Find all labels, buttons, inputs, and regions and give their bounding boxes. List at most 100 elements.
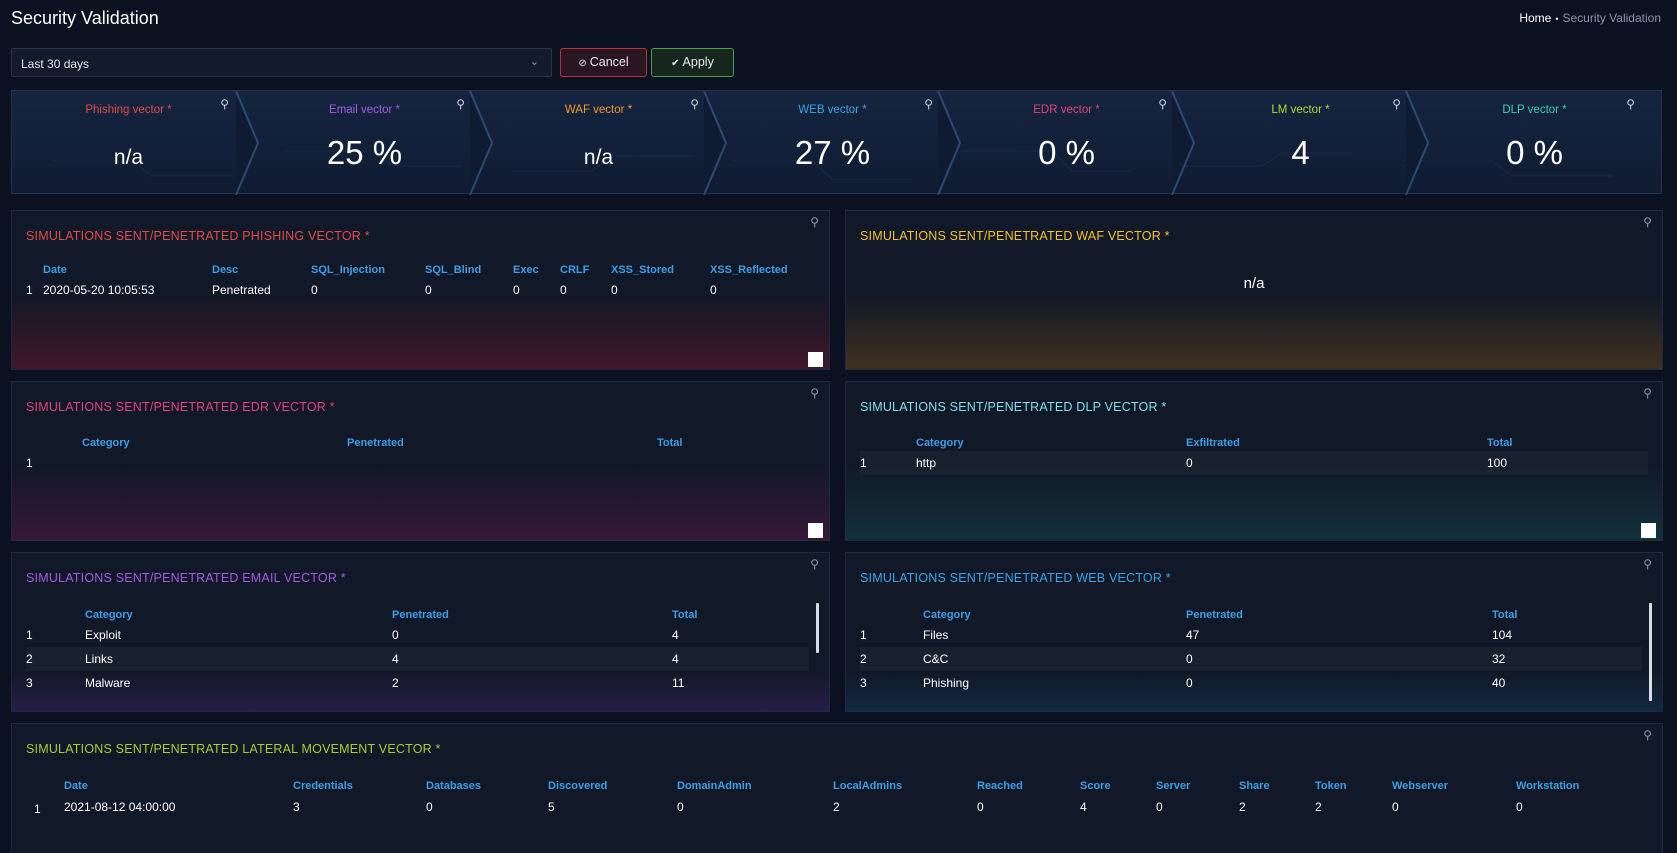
search-icon[interactable]: ⚲ (810, 557, 819, 571)
column-header[interactable]: Date (64, 780, 88, 792)
column-header[interactable]: XSS_Reflected (710, 264, 788, 276)
cell-category: Exploit (85, 628, 122, 642)
search-icon[interactable]: ⚲ (1392, 97, 1401, 111)
column-header[interactable]: Exec (513, 264, 539, 276)
chevron-divider (937, 91, 962, 195)
search-icon[interactable]: ⚲ (1643, 386, 1652, 400)
cell-penetrated: 0 (1186, 676, 1193, 690)
column-header[interactable]: Category (923, 609, 971, 621)
table-row[interactable]: 1 2021-08-12 04:00:00 3 0 5 0 2 0 4 0 2 … (26, 795, 1648, 819)
resize-handle[interactable] (808, 523, 823, 538)
vector-card-lm[interactable]: LM vector * 4 ⚲ (1184, 91, 1417, 195)
column-header[interactable]: Total (672, 609, 698, 621)
panel-lateral-movement: SIMULATIONS SENT/PENETRATED LATERAL MOVE… (11, 723, 1663, 853)
vector-card-waf[interactable]: WAF vector * n/a ⚲ (482, 91, 715, 195)
scrollbar[interactable] (1649, 603, 1652, 701)
panel-edr: SIMULATIONS SENT/PENETRATED EDR VECTOR *… (11, 381, 830, 541)
table-row[interactable]: 1 Files 47 104 (860, 623, 1642, 647)
resize-handle[interactable] (1641, 523, 1656, 538)
date-range-select[interactable]: Last 30 days ⌄ (11, 48, 552, 77)
vector-card-web[interactable]: WEB vector * 27 % ⚲ (716, 91, 949, 195)
search-icon[interactable]: ⚲ (1626, 97, 1635, 111)
column-header[interactable]: SQL_Injection (311, 264, 385, 276)
resize-handle[interactable] (808, 352, 823, 367)
search-icon[interactable]: ⚲ (1158, 97, 1167, 111)
search-icon[interactable]: ⚲ (690, 97, 699, 111)
column-header[interactable]: Token (1315, 780, 1347, 792)
vector-value-phishing: n/a (113, 146, 144, 169)
column-header[interactable]: Penetrated (392, 609, 449, 621)
search-icon[interactable]: ⚲ (810, 386, 819, 400)
column-header[interactable]: Total (657, 437, 683, 449)
column-header[interactable]: Discovered (548, 780, 608, 792)
vector-card-email[interactable]: Email vector * 25 % ⚲ (248, 91, 481, 195)
table-row[interactable]: 3 Phishing 0 40 (860, 671, 1642, 695)
search-icon[interactable]: ⚲ (1643, 728, 1652, 742)
column-header[interactable]: Server (1156, 780, 1191, 792)
column-header[interactable]: Score (1080, 780, 1111, 792)
table-row[interactable]: 1 Exploit 0 4 (26, 623, 809, 647)
vector-card-phishing[interactable]: Phishing vector * n/a ⚲ (12, 91, 245, 195)
column-header[interactable]: Penetrated (347, 437, 404, 449)
panel-web: SIMULATIONS SENT/PENETRATED WEB VECTOR *… (845, 552, 1663, 712)
page-header: Security Validation Home • Security Valida… (11, 8, 1661, 32)
panel-glow (12, 465, 829, 540)
column-header[interactable]: DomainAdmin (677, 780, 752, 792)
scrollbar[interactable] (816, 603, 819, 653)
column-header[interactable]: Date (43, 264, 67, 276)
cancel-button[interactable]: ⊘ Cancel (560, 48, 647, 77)
column-header[interactable]: Category (85, 609, 133, 621)
apply-button[interactable]: ✔ Apply (651, 48, 734, 77)
table-row[interactable]: 1 (26, 451, 815, 475)
column-header[interactable]: LocalAdmins (833, 780, 903, 792)
column-header[interactable]: Exfiltrated (1186, 437, 1240, 449)
column-header[interactable]: Total (1487, 437, 1513, 449)
cell-desc: Penetrated (212, 283, 271, 297)
chevron-divider (469, 91, 494, 195)
column-header[interactable]: Desc (212, 264, 239, 276)
column-header[interactable]: SQL_Blind (425, 264, 482, 276)
table-row[interactable]: 3 Malware 2 11 (26, 671, 809, 695)
chevron-down-icon: ⌄ (529, 56, 539, 68)
column-header[interactable]: Databases (426, 780, 482, 792)
search-icon[interactable]: ⚲ (810, 215, 819, 229)
waf-value: n/a (1243, 275, 1265, 292)
cell-penetrated: 0 (392, 628, 399, 642)
panel-phishing: SIMULATIONS SENT/PENETRATED PHISHING VEC… (11, 210, 830, 370)
column-header[interactable]: CRLF (560, 264, 590, 276)
table-row[interactable]: 2 Links 4 4 (26, 647, 809, 671)
breadcrumb-home-link[interactable]: Home (1519, 11, 1552, 25)
vector-value-lm: 4 (1291, 134, 1310, 171)
vector-card-dlp[interactable]: DLP vector * 0 % ⚲ (1418, 91, 1651, 195)
column-header[interactable]: Category (916, 437, 964, 449)
column-header[interactable]: Webserver (1392, 780, 1449, 792)
column-header[interactable]: Workstation (1516, 780, 1580, 792)
cell-exec: 0 (513, 283, 520, 297)
search-icon[interactable]: ⚲ (456, 97, 465, 111)
search-icon[interactable]: ⚲ (220, 97, 229, 111)
breadcrumb-current: Security Validation (1562, 11, 1662, 25)
cell-date: 2021-08-12 04:00:00 (64, 800, 176, 814)
panel-title: SIMULATIONS SENT/PENETRATED WAF VECTOR * (860, 229, 1170, 243)
panel-dlp: SIMULATIONS SENT/PENETRATED DLP VECTOR *… (845, 381, 1663, 541)
vector-card-edr[interactable]: EDR vector * 0 % ⚲ (950, 91, 1183, 195)
table-row[interactable]: 1 2020-05-20 10:05:53 Penetrated 0 0 0 0… (26, 278, 815, 302)
table-row[interactable]: 1 http 0 100 (860, 451, 1648, 475)
search-icon[interactable]: ⚲ (1643, 215, 1652, 229)
chevron-divider (1171, 91, 1196, 195)
search-icon[interactable]: ⚲ (1643, 557, 1652, 571)
column-header[interactable]: Total (1492, 609, 1518, 621)
cell-total: 32 (1492, 652, 1506, 666)
column-header[interactable]: Reached (977, 780, 1023, 792)
column-header[interactable]: Penetrated (1186, 609, 1243, 621)
column-header[interactable]: XSS_Stored (611, 264, 674, 276)
cell-category: Links (85, 652, 114, 666)
cell-token: 2 (1315, 800, 1322, 814)
table-row[interactable]: 2 C&C 0 32 (860, 647, 1642, 671)
search-icon[interactable]: ⚲ (924, 97, 933, 111)
column-header[interactable]: Credentials (293, 780, 353, 792)
column-header[interactable]: Share (1239, 780, 1270, 792)
cell-crlf: 0 (560, 283, 567, 297)
cell-xss-reflected: 0 (710, 283, 717, 297)
column-header[interactable]: Category (82, 437, 130, 449)
